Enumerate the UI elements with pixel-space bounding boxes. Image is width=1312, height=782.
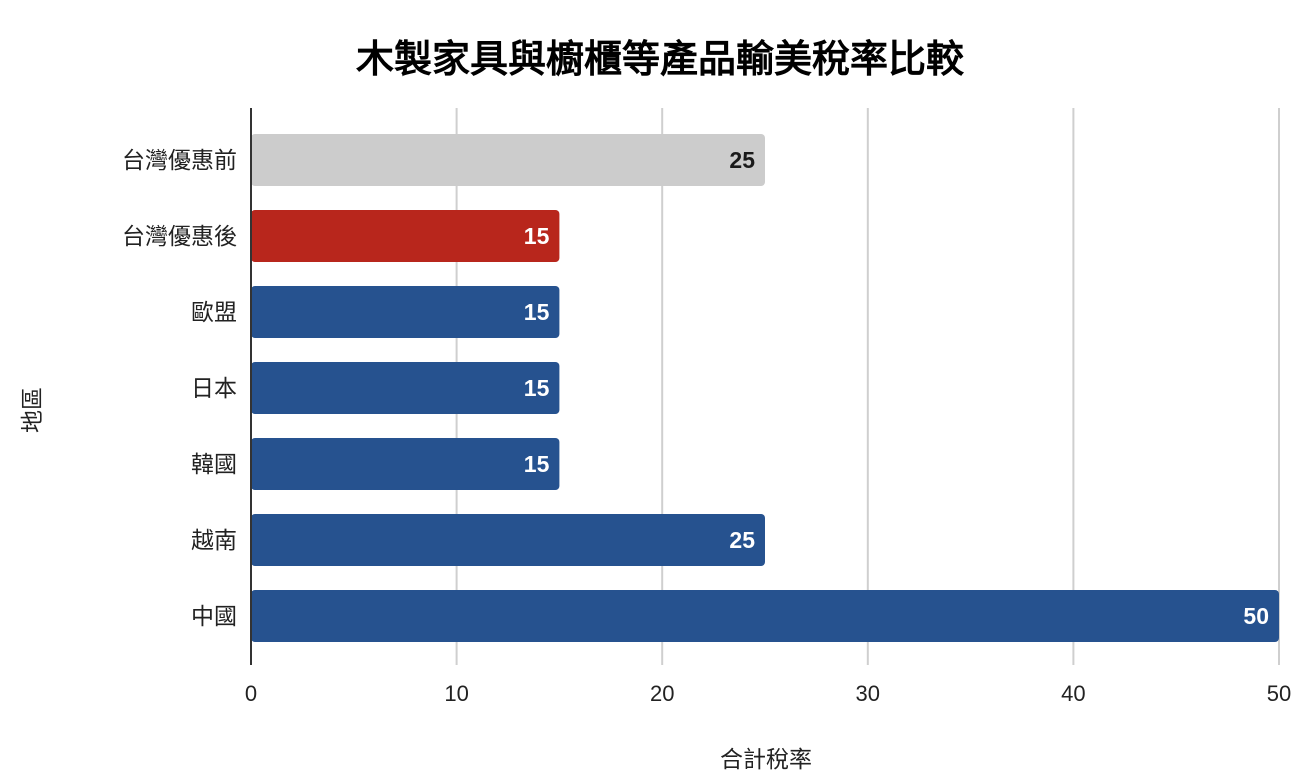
- bar: [251, 134, 765, 186]
- y-axis-title: 地區: [20, 387, 46, 433]
- bar: [251, 286, 560, 338]
- bar: [251, 590, 1279, 642]
- bars: [251, 134, 1279, 642]
- category-label: 中國: [191, 604, 237, 630]
- data-label: 25: [729, 147, 755, 173]
- x-tick-labels: 0 10 20 30 40 50: [245, 681, 1291, 706]
- x-tick-label: 40: [1061, 681, 1085, 706]
- data-label: 15: [524, 299, 550, 325]
- gridlines: [455, 108, 1280, 665]
- data-label: 15: [524, 223, 550, 249]
- category-label: 台灣優惠前: [122, 148, 237, 174]
- data-labels: 25 15 15 15 15 25 50: [524, 147, 1269, 629]
- category-label: 越南: [191, 528, 237, 554]
- x-tick-label: 10: [444, 681, 468, 706]
- bar: [251, 362, 560, 414]
- category-label: 日本: [191, 376, 237, 402]
- category-label: 韓國: [191, 452, 237, 478]
- category-label: 台灣優惠後: [122, 224, 237, 250]
- x-tick-label: 0: [245, 681, 257, 706]
- x-tick-label: 30: [856, 681, 880, 706]
- x-tick-label: 20: [650, 681, 674, 706]
- x-tick-label: 50: [1267, 681, 1291, 706]
- bar: [251, 514, 765, 566]
- data-label: 25: [729, 527, 755, 553]
- data-label: 15: [524, 375, 550, 401]
- bar: [251, 438, 560, 490]
- data-label: 15: [524, 451, 550, 477]
- chart-title: 木製家具與櫥櫃等產品輸美稅率比較: [356, 37, 965, 81]
- data-label: 50: [1243, 603, 1269, 629]
- x-axis-title: 合計稅率: [720, 747, 812, 773]
- category-label: 歐盟: [191, 300, 237, 326]
- bar: [251, 210, 560, 262]
